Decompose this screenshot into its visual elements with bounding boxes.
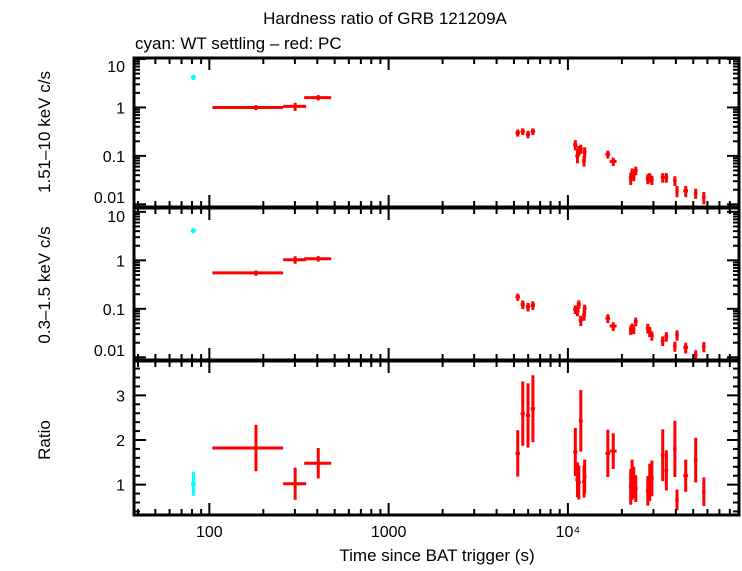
chart-subtitle: cyan: WT settling – red: PC (135, 34, 342, 53)
y-tick-label-hard: 0.01 (94, 190, 125, 207)
data-point-ratio-2 (283, 467, 307, 500)
y-tick-label-soft: 0.1 (103, 302, 125, 319)
data-point-hard-4 (515, 129, 520, 137)
data-point-ratio-8 (573, 427, 578, 477)
data-point-hard-19 (633, 166, 638, 176)
y-tick-label-soft: 10 (107, 209, 125, 226)
data-point-soft-13 (582, 304, 587, 313)
panel-frame-hard (132, 56, 741, 209)
data-point-hard-5 (520, 128, 525, 135)
y-tick-label-ratio: 3 (116, 388, 125, 405)
y-tick-label-hard: 0.1 (103, 149, 125, 166)
chart-title: Hardness ratio of GRB 121209A (263, 9, 507, 28)
data-point-soft-24 (664, 332, 669, 342)
data-point-hard-13 (582, 147, 587, 159)
data-point-ratio-5 (520, 381, 525, 446)
data-point-hard-0 (190, 74, 196, 80)
data-point-hard-14 (605, 150, 611, 159)
data-point-soft-1 (212, 270, 284, 276)
data-point-ratio-4 (515, 430, 520, 477)
data-point-ratio-11 (578, 390, 583, 452)
data-point-soft-6 (525, 302, 531, 312)
data-point-hard-2 (283, 102, 307, 111)
data-point-ratio-10 (576, 465, 581, 500)
data-point-hard-29 (702, 191, 706, 205)
data-point-ratio-23 (660, 429, 665, 482)
panel-frame-soft (132, 206, 741, 362)
data-point-ratio-26 (675, 489, 679, 511)
data-point-soft-14 (605, 314, 611, 323)
y-axis-label-ratio: Ratio (35, 420, 54, 460)
data-point-soft-15 (609, 322, 617, 331)
data-point-ratio-3 (304, 448, 332, 479)
data-point-hard-6 (525, 130, 531, 139)
data-point-ratio-24 (664, 450, 669, 491)
x-axis-label: Time since BAT trigger (s) (339, 546, 534, 565)
data-point-ratio-13 (582, 459, 587, 494)
data-point-soft-3 (304, 256, 332, 262)
data-point-hard-7 (530, 128, 536, 135)
y-axis-label-hard: 1.51–10 keV c/s (35, 71, 54, 193)
data-point-soft-10 (576, 300, 581, 310)
data-point-soft-22 (650, 331, 654, 341)
data-point-hard-11 (578, 144, 583, 154)
data-point-hard-15 (609, 157, 617, 166)
data-point-ratio-1 (212, 424, 284, 472)
data-point-hard-25 (673, 176, 677, 186)
data-point-soft-4 (515, 293, 520, 301)
data-point-ratio-29 (702, 477, 706, 507)
data-point-soft-27 (683, 342, 689, 354)
data-point-hard-8 (573, 140, 578, 151)
y-tick-label-ratio: 2 (116, 433, 125, 450)
data-point-hard-3 (304, 95, 332, 101)
data-point-soft-7 (530, 301, 536, 310)
data-point-hard-28 (693, 188, 698, 199)
data-point-hard-27 (683, 185, 689, 198)
data-point-hard-24 (664, 173, 669, 183)
data-point-soft-11 (578, 315, 583, 327)
y-tick-label-soft: 1 (116, 253, 125, 270)
data-point-hard-22 (650, 175, 654, 186)
data-point-soft-5 (520, 300, 525, 310)
y-tick-label-ratio: 1 (116, 478, 125, 495)
y-tick-label-soft: 0.01 (94, 343, 125, 360)
data-point-ratio-0 (190, 471, 196, 496)
data-point-soft-2 (283, 256, 307, 264)
data-point-soft-23 (660, 336, 665, 347)
data-point-ratio-27 (683, 459, 689, 492)
data-point-ratio-28 (693, 437, 698, 483)
x-tick-label: 10⁴ (556, 524, 581, 541)
y-tick-label-hard: 1 (116, 100, 125, 117)
data-point-soft-28 (693, 350, 698, 360)
data-point-soft-18 (632, 325, 636, 335)
data-point-ratio-19 (633, 475, 638, 503)
x-tick-label: 1000 (371, 524, 407, 541)
panel-frame-ratio (132, 359, 741, 517)
data-point-soft-19 (633, 317, 638, 327)
y-axis-label-soft: 0.3–1.5 keV c/s (35, 226, 54, 343)
data-point-ratio-14 (605, 429, 611, 478)
data-point-ratio-25 (673, 420, 677, 478)
y-tick-label-hard: 10 (107, 59, 125, 76)
data-point-hard-1 (212, 105, 284, 111)
data-point-soft-0 (190, 228, 196, 234)
data-point-ratio-7 (530, 375, 536, 443)
data-point-soft-26 (675, 330, 679, 341)
data-point-ratio-22 (650, 460, 654, 497)
x-tick-label: 100 (196, 524, 223, 541)
data-point-ratio-6 (525, 383, 531, 448)
data-point-hard-23 (660, 173, 665, 183)
data-point-hard-26 (675, 185, 679, 198)
data-point-soft-25 (673, 341, 677, 352)
data-point-ratio-15 (609, 433, 617, 470)
data-point-soft-29 (702, 341, 706, 353)
